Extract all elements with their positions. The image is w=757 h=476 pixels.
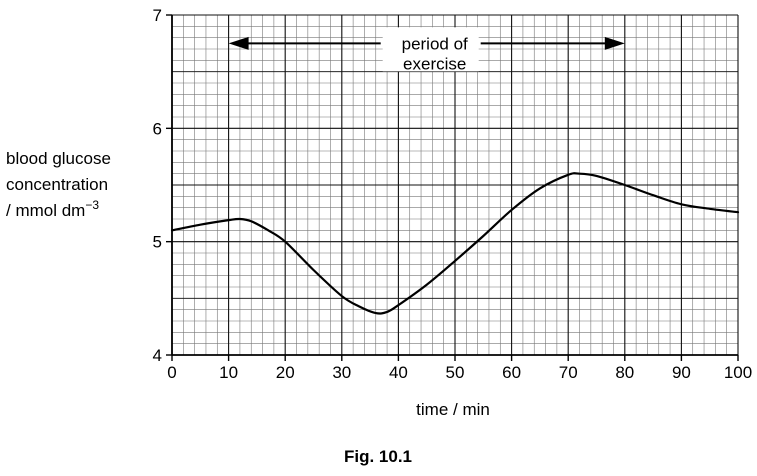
y-tick-label: 4 [153, 346, 162, 365]
glucose-curve [170, 172, 740, 315]
y-axis-label-line-1: blood glucose [6, 149, 111, 168]
x-tick-label: 60 [502, 363, 521, 382]
y-axis-unit-text: / mmol dm [6, 201, 85, 220]
x-tick-label: 20 [276, 363, 295, 382]
exercise-period-annotation: period of exercise [228, 27, 625, 73]
y-tick-label: 5 [153, 233, 162, 252]
x-tick-label: 100 [724, 363, 752, 382]
y-axis-unit-superscript: −3 [85, 198, 99, 212]
figure-caption: Fig. 10.1 [344, 447, 412, 466]
annotation-text-line-2: exercise [403, 54, 466, 73]
y-axis-label-line-3: / mmol dm−3 [6, 198, 99, 220]
tick-labels: 0 10 20 30 40 50 60 70 80 90 100 4 5 6 7 [153, 6, 753, 382]
annotation-text-line-1: period of [402, 34, 468, 53]
x-tick-label: 50 [446, 363, 465, 382]
x-tick-label: 80 [615, 363, 634, 382]
annotation-background [382, 27, 479, 72]
tick-marks [166, 14, 739, 361]
y-tick-label: 6 [153, 119, 162, 138]
x-tick-label: 70 [559, 363, 578, 382]
y-tick-label: 7 [153, 6, 162, 25]
x-tick-label: 10 [219, 363, 238, 382]
x-tick-label: 0 [167, 363, 176, 382]
x-tick-label: 40 [389, 363, 408, 382]
x-axis-label: time / min [416, 400, 490, 419]
arrow-left-head [228, 36, 249, 50]
x-tick-label: 30 [332, 363, 351, 382]
y-axis-label-line-2: concentration [6, 175, 108, 194]
arrow-right-head [604, 36, 625, 50]
x-tick-label: 90 [672, 363, 691, 382]
